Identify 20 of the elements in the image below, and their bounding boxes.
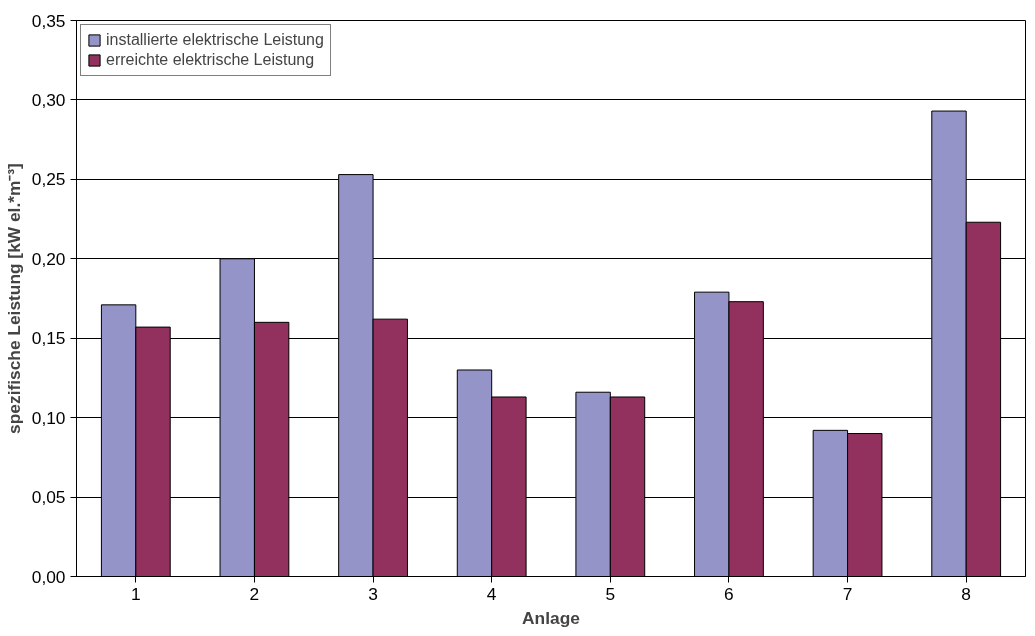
y-tick-label: 0,10 [31, 407, 66, 428]
x-tick-label: 6 [724, 583, 734, 604]
y-tick-label: 0,20 [31, 248, 66, 269]
x-tick-label: 3 [368, 583, 378, 604]
y-tick-label: 0,35 [31, 10, 66, 31]
x-tick-label: 5 [605, 583, 616, 604]
y-tick-label: 0,05 [31, 487, 66, 508]
y-tick-label: 0,25 [31, 169, 66, 190]
y-tick-label: 0,30 [31, 89, 66, 110]
legend-label: installierte elektrische Leistung [106, 31, 324, 49]
y-tick-label: 0,00 [31, 566, 66, 587]
x-tick-label: 2 [249, 583, 260, 604]
x-tick-label: 4 [486, 583, 497, 604]
x-tick-label: 1 [130, 583, 141, 604]
y-tick-label: 0,15 [31, 328, 66, 349]
legend-label: erreichte elektrische Leistung [106, 51, 315, 69]
y-axis-title: spezifische Leistung [kW el.*m⁻³] [3, 163, 24, 434]
x-tick-label: 8 [961, 583, 972, 604]
x-tick-label: 7 [842, 583, 853, 604]
x-axis-title: Anlage [522, 607, 581, 628]
